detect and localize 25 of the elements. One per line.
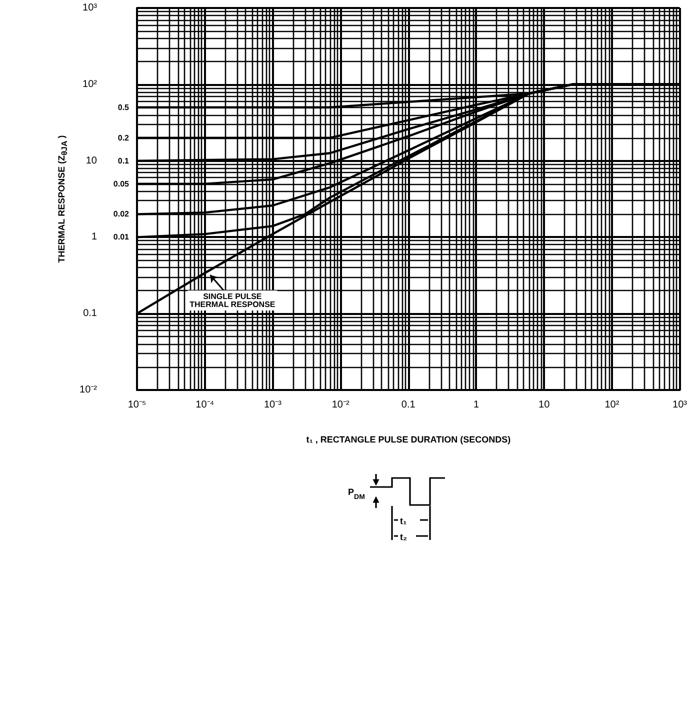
x-tick-label: 10³: [672, 400, 688, 410]
x-tick-label: 1: [473, 400, 480, 410]
x-tick-label: 10²: [604, 400, 620, 410]
y-tick-label: 1: [91, 232, 98, 243]
x-tick-label: 10⁻³: [264, 400, 282, 410]
series-label: 0.2: [118, 133, 130, 142]
series-label: 0.02: [113, 210, 130, 219]
y-tick-label: 10: [86, 155, 98, 166]
pulse-diagram: P$_{DM}$ t₁ t₂: [340, 470, 470, 550]
x-tick-label: 10⁻⁵: [128, 400, 146, 410]
y-axis-title: THERMAL RESPONSE (ZθJA ): [56, 135, 70, 263]
series-label: 0.1: [118, 156, 130, 166]
series-label: 0.05: [113, 179, 130, 188]
series-label: 0.01: [113, 232, 130, 242]
x-axis-title: t₁ , RECTANGLE PULSE DURATION (SECONDS): [306, 434, 511, 444]
y-tick-label: 10³: [82, 2, 98, 14]
y-tick-label: 10²: [82, 78, 98, 90]
y-tick-label: 10⁻²: [80, 384, 98, 396]
y-tick-label: 0.1: [83, 308, 98, 320]
x-tick-label: 10⁻²: [332, 400, 350, 410]
x-tick-label: 10⁻⁴: [196, 400, 214, 410]
series-label: 0.5: [118, 102, 130, 112]
x-tick-label: 0.1: [401, 400, 416, 410]
annotation: SINGLE PULSE THERMAL RESPONSE: [190, 292, 276, 309]
x-tick-label: 10: [538, 400, 550, 410]
